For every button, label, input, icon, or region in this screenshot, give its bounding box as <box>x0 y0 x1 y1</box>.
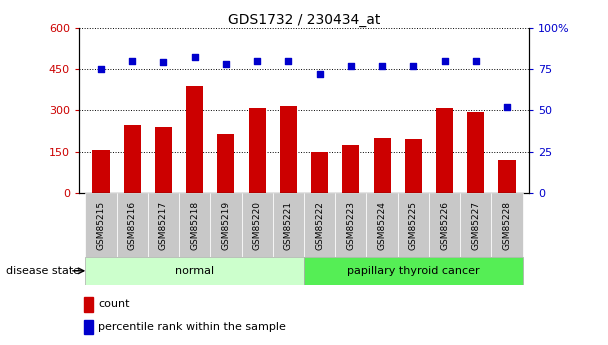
Text: GSM85221: GSM85221 <box>284 200 293 250</box>
Title: GDS1732 / 230434_at: GDS1732 / 230434_at <box>228 12 380 27</box>
Point <box>409 63 418 68</box>
Bar <box>210 193 241 257</box>
Bar <box>468 112 485 193</box>
Point <box>377 63 387 68</box>
Point <box>471 58 481 63</box>
Bar <box>398 193 429 257</box>
Point <box>159 60 168 65</box>
Bar <box>186 86 203 193</box>
Bar <box>405 139 422 193</box>
Bar <box>373 138 391 193</box>
Text: percentile rank within the sample: percentile rank within the sample <box>98 322 286 332</box>
Text: GSM85228: GSM85228 <box>503 200 511 250</box>
Text: GSM85227: GSM85227 <box>471 200 480 250</box>
Text: GSM85217: GSM85217 <box>159 200 168 250</box>
Bar <box>85 257 304 285</box>
Text: GSM85225: GSM85225 <box>409 200 418 250</box>
Bar <box>304 193 335 257</box>
Bar <box>311 152 328 193</box>
Bar <box>83 320 94 334</box>
Text: GSM85226: GSM85226 <box>440 200 449 250</box>
Bar <box>217 134 235 193</box>
Bar <box>342 145 359 193</box>
Bar <box>429 193 460 257</box>
Bar <box>155 127 172 193</box>
Point <box>440 58 449 63</box>
Bar <box>335 193 367 257</box>
Bar <box>367 193 398 257</box>
Point <box>283 58 293 63</box>
Bar <box>83 297 94 312</box>
Text: GSM85216: GSM85216 <box>128 200 137 250</box>
Bar <box>460 193 491 257</box>
Bar <box>117 193 148 257</box>
Point <box>252 58 262 63</box>
Point <box>96 66 106 72</box>
Text: count: count <box>98 299 130 309</box>
Point <box>315 71 325 77</box>
Bar <box>92 150 109 193</box>
Text: GSM85224: GSM85224 <box>378 201 387 249</box>
Text: GSM85215: GSM85215 <box>97 200 105 250</box>
Bar <box>241 193 273 257</box>
Point <box>127 58 137 63</box>
Text: GSM85222: GSM85222 <box>315 201 324 249</box>
Bar <box>280 106 297 193</box>
Bar <box>179 193 210 257</box>
Point <box>221 61 231 67</box>
Text: normal: normal <box>175 266 214 276</box>
Text: GSM85223: GSM85223 <box>347 200 355 250</box>
Text: GSM85219: GSM85219 <box>221 200 230 250</box>
Bar <box>304 257 523 285</box>
Bar <box>499 160 516 193</box>
Text: disease state: disease state <box>6 266 80 276</box>
Point <box>190 55 199 60</box>
Bar <box>123 125 140 193</box>
Text: GSM85220: GSM85220 <box>253 200 261 250</box>
Bar <box>491 193 523 257</box>
Point <box>346 63 356 68</box>
Text: papillary thyroid cancer: papillary thyroid cancer <box>347 266 480 276</box>
Bar <box>85 193 117 257</box>
Point <box>502 104 512 110</box>
Bar <box>148 193 179 257</box>
Text: GSM85218: GSM85218 <box>190 200 199 250</box>
Bar <box>249 108 266 193</box>
Bar <box>436 108 453 193</box>
Bar <box>273 193 304 257</box>
